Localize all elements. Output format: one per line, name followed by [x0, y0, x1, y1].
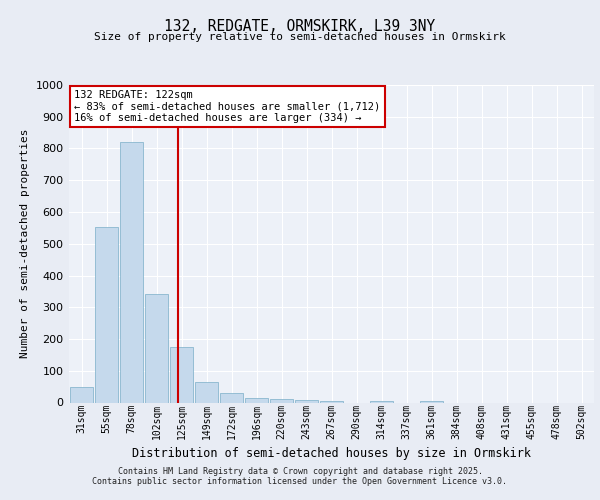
X-axis label: Distribution of semi-detached houses by size in Ormskirk: Distribution of semi-detached houses by … [132, 448, 531, 460]
Text: Contains HM Land Registry data © Crown copyright and database right 2025.: Contains HM Land Registry data © Crown c… [118, 467, 482, 476]
Bar [245, 398, 268, 402]
Bar [70, 386, 94, 402]
Text: 132, REDGATE, ORMSKIRK, L39 3NY: 132, REDGATE, ORMSKIRK, L39 3NY [164, 19, 436, 34]
Text: Size of property relative to semi-detached houses in Ormskirk: Size of property relative to semi-detach… [94, 32, 506, 42]
Bar [295, 400, 319, 402]
Bar [194, 382, 218, 402]
Y-axis label: Number of semi-detached properties: Number of semi-detached properties [20, 129, 30, 358]
Bar [119, 142, 143, 403]
Bar [269, 398, 293, 402]
Bar [170, 347, 193, 403]
Bar [419, 401, 443, 402]
Bar [145, 294, 169, 403]
Text: Contains public sector information licensed under the Open Government Licence v3: Contains public sector information licen… [92, 477, 508, 486]
Bar [320, 400, 343, 402]
Bar [370, 401, 394, 402]
Bar [220, 393, 244, 402]
Text: 132 REDGATE: 122sqm
← 83% of semi-detached houses are smaller (1,712)
16% of sem: 132 REDGATE: 122sqm ← 83% of semi-detach… [74, 90, 380, 123]
Bar [95, 227, 118, 402]
